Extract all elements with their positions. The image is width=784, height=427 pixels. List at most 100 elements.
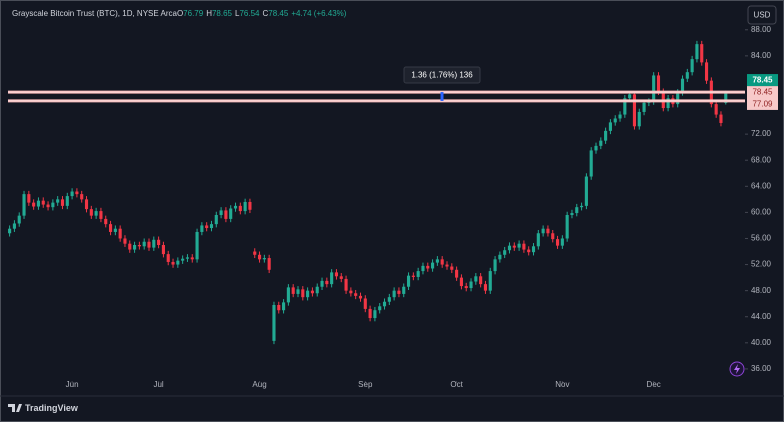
candle-body [277,305,281,311]
candle-body [589,150,593,177]
brand: TradingView [8,403,79,413]
candle-body [70,191,74,197]
y-tick-label: 44.00 [751,312,772,321]
candle-body [161,245,165,255]
price-line-label-bg [747,97,778,110]
candle-body [397,290,401,294]
alert-icon [734,364,740,374]
candle-body [108,224,113,232]
candle-body [406,275,411,287]
candle-body [440,259,444,265]
candle-body [368,308,372,319]
candle-body [363,298,367,309]
candle-body [421,265,425,272]
candle-body [479,276,483,285]
candle-body [608,122,612,131]
candle-body [195,231,199,260]
candle-body [354,293,358,296]
candle-body [656,75,661,92]
candle-body [32,202,36,207]
candle-body [56,199,60,203]
candle-body [373,310,377,319]
candle-body [334,272,339,277]
candle-body [507,245,512,251]
change: +4.74 (+6.43%) [291,9,346,18]
candle-body [493,259,497,272]
candle-body [315,286,319,294]
candle-body [22,194,26,216]
x-tick-label: Nov [555,380,569,389]
candle-body [382,301,387,307]
candle-body [205,225,209,229]
candle-body [676,92,680,105]
candle-body [623,98,627,115]
x-tick-label: Jul [153,380,163,389]
candle-body [152,239,156,248]
y-tick-label: 48.00 [751,286,772,295]
candle-body [531,246,536,253]
price-line-label: 78.45 [752,88,773,97]
symbol-title: Grayscale Bitcoin Trust (BTC), 1D, NYSE … [12,9,347,18]
candle-body [565,215,569,239]
candle-body [546,228,550,234]
candle-body [325,280,329,285]
candle-body [238,205,242,212]
ohlc-value: 76.54 [239,9,260,18]
candle-body [41,200,45,205]
candle-body [584,176,588,206]
candle-body [604,130,608,141]
candle-body [219,210,223,215]
candle-body [118,228,122,239]
y-tick-label: 72.00 [751,129,772,138]
candle-body [310,290,314,294]
candle-body [613,118,617,123]
candle-body [12,223,16,229]
candle-body [551,233,555,240]
x-tick-label: Dec [647,380,661,389]
measure-range [440,92,444,101]
candle-body [690,59,694,73]
candle-body [719,114,723,123]
candle-body [474,276,478,282]
candle-body [358,295,363,299]
candle-body [36,200,41,207]
candle-body [459,277,463,287]
candle-body [339,276,343,279]
candle-body [344,278,348,291]
x-tick-label: Jun [66,380,79,389]
candle-body [267,258,271,270]
candle-body [166,254,170,262]
candle-body [464,286,468,289]
candle-body [282,302,286,311]
candle-body [94,211,98,216]
candle-body [536,233,540,247]
candle-body [652,75,656,102]
candle-body [113,228,117,232]
candle-body [575,207,579,214]
candle-body [46,204,50,208]
candle-body [594,145,598,151]
ohlc-value: 78.45 [268,9,289,18]
last-price-label: 78.45 [752,76,773,85]
candle-body [224,210,228,219]
candle-body [306,290,310,298]
candle-body [200,225,204,232]
currency-label[interactable]: USD [754,11,771,20]
candle-body [60,199,65,206]
candle-body [51,202,55,208]
y-tick-label: 60.00 [751,208,772,217]
brand-name: TradingView [25,403,79,413]
candle-body [296,289,300,294]
price-line-label-bg [747,86,778,99]
candle-body [147,241,151,248]
x-tick-label: Oct [450,380,463,389]
candle-body [632,94,637,127]
candle-body [233,205,238,209]
candle-body [416,271,420,277]
candle-body [666,98,670,109]
candle-body [402,286,406,294]
ohlc-value: 76.79 [183,9,204,18]
candle-body [291,287,295,294]
candle-body [229,208,233,219]
currency-button[interactable] [747,5,777,25]
